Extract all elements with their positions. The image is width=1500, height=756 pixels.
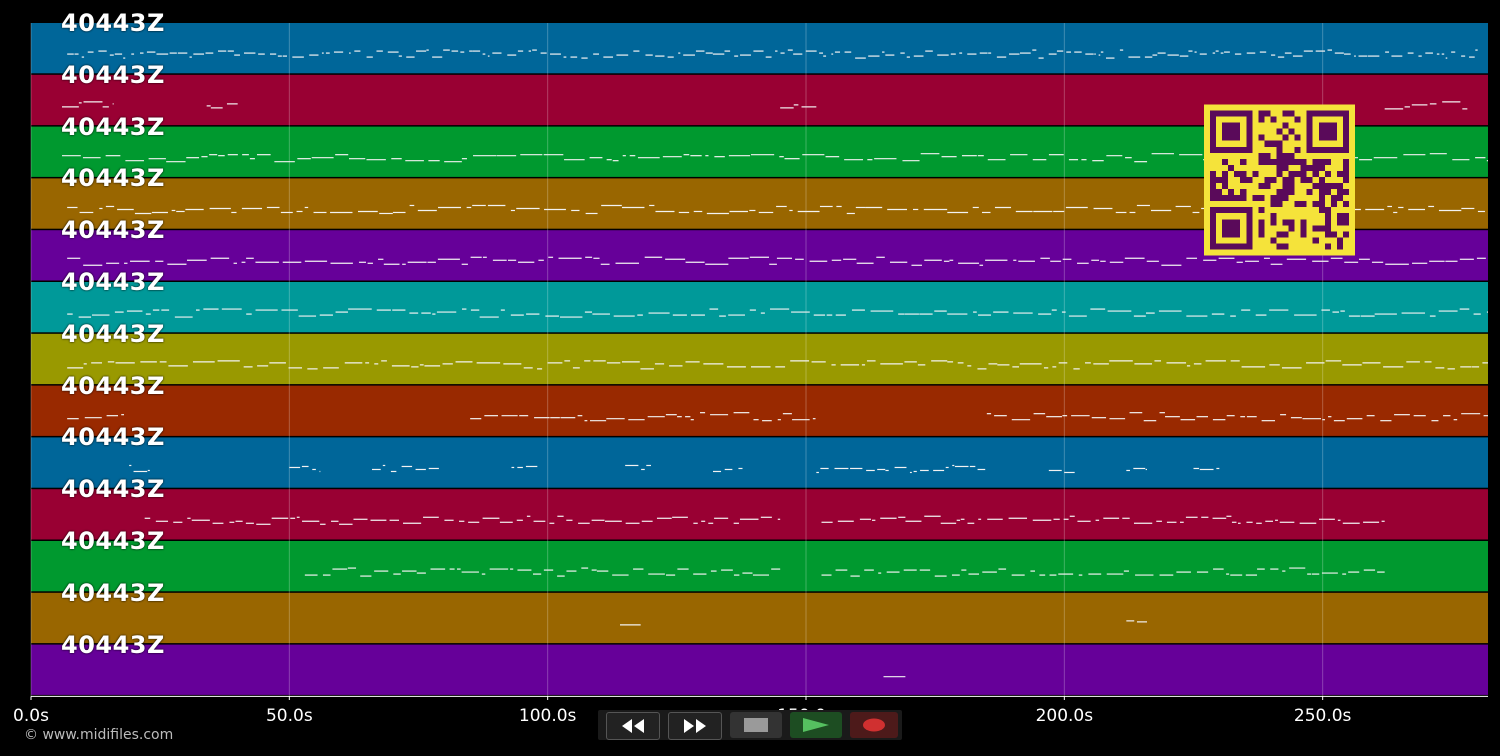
stop-icon <box>744 718 768 732</box>
track-label: 40443Z <box>61 112 165 141</box>
rewind-button[interactable] <box>606 712 660 740</box>
track-label: 40443Z <box>61 371 165 400</box>
track-label: 40443Z <box>61 268 165 296</box>
track-label: 40443Z <box>61 164 165 193</box>
track-label: 40443Z <box>61 475 165 504</box>
qr-code-icon <box>1204 104 1355 256</box>
track-label: 40443Z <box>61 60 165 89</box>
lane-8 <box>31 385 1488 436</box>
time-tick-label: 50.0s <box>265 706 313 726</box>
play-icon <box>803 718 829 732</box>
record-button[interactable] <box>850 712 898 738</box>
time-tick-label: 0.0s <box>13 706 49 726</box>
lane-1 <box>31 23 1488 74</box>
copyright-text: © www.midifiles.com <box>24 727 174 743</box>
lane-11 <box>31 541 1488 592</box>
fast-forward-button[interactable] <box>668 712 722 740</box>
fast-forward-icon <box>684 719 706 733</box>
rewind-icon <box>622 719 644 733</box>
lane-6 <box>31 282 1488 333</box>
track-label: 40443Z <box>61 216 165 245</box>
lane-9 <box>31 437 1488 488</box>
lane-7 <box>31 333 1488 385</box>
lane-12 <box>31 592 1488 644</box>
track-label: 40443Z <box>61 630 165 659</box>
lane-10 <box>31 489 1488 540</box>
track-label: 40443Z <box>61 319 165 348</box>
track-label: 40443Z <box>61 578 165 607</box>
track-label: 40443Z <box>61 423 165 452</box>
lane-13 <box>31 644 1488 695</box>
track-label: 40443Z <box>61 527 165 555</box>
track-label: 40443Z <box>61 9 165 37</box>
time-tick-label: 250.0s <box>1293 706 1352 726</box>
time-tick-label: 100.0s <box>518 706 577 726</box>
time-tick-label: 200.0s <box>1035 706 1094 726</box>
record-icon <box>863 718 885 732</box>
transport-bar <box>598 710 902 740</box>
stop-button[interactable] <box>730 712 782 738</box>
play-button[interactable] <box>790 712 842 738</box>
